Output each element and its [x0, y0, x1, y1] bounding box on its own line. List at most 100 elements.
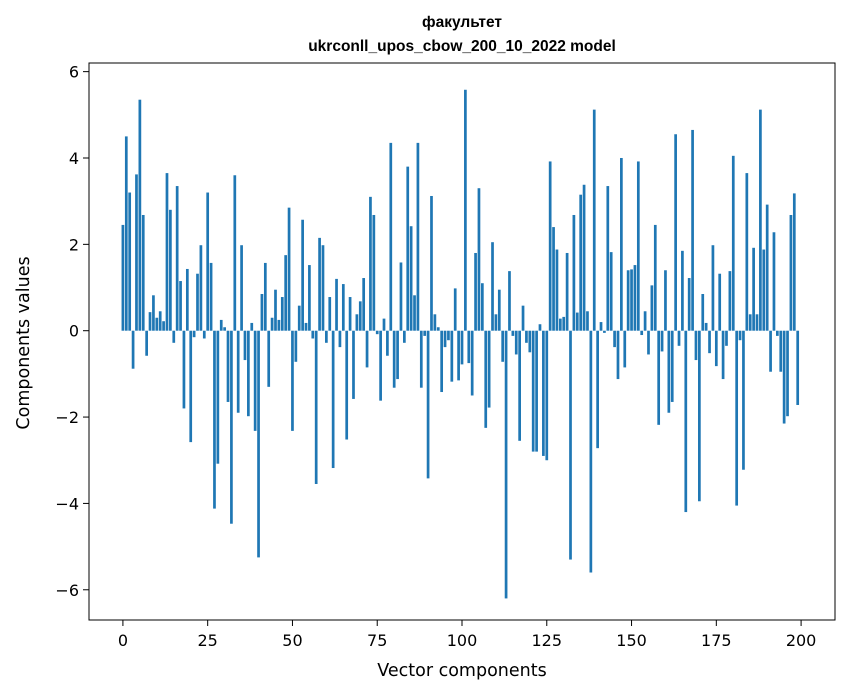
bar: [416, 142, 420, 331]
bar: [603, 330, 606, 333]
bar: [369, 196, 372, 331]
x-axis-label: Vector components: [377, 661, 546, 681]
bar: [759, 109, 762, 331]
bar: [396, 330, 399, 380]
bar: [430, 195, 433, 331]
bar: [348, 297, 352, 331]
bar: [433, 314, 437, 331]
bar: [525, 330, 528, 343]
bar: [694, 330, 698, 361]
bar: [270, 317, 274, 331]
x-tick-label: 125: [531, 631, 562, 650]
bar: [630, 269, 633, 331]
bar: [436, 327, 440, 331]
bar: [545, 330, 549, 461]
bar: [331, 330, 335, 469]
bar: [714, 330, 718, 367]
bar: [711, 245, 715, 331]
bar: [199, 245, 203, 331]
bar: [152, 295, 155, 331]
bar: [128, 192, 132, 331]
bar: [321, 245, 325, 331]
y-tick-label: −4: [55, 494, 79, 513]
y-tick-label: −2: [55, 408, 79, 427]
bar: [755, 314, 759, 331]
bar: [742, 330, 745, 470]
bar: [501, 330, 505, 362]
bar: [776, 330, 779, 336]
bar: [657, 330, 661, 425]
bar: [548, 161, 552, 331]
bar: [121, 224, 125, 331]
bar: [169, 209, 172, 331]
bar: [345, 330, 349, 440]
bar: [494, 314, 498, 331]
bar: [698, 330, 701, 502]
bar: [606, 186, 610, 331]
bar: [691, 129, 694, 331]
bar: [782, 330, 786, 424]
bar: [450, 330, 454, 382]
bar: [260, 294, 264, 331]
chart-title-line-1: факультет: [422, 14, 502, 31]
bar: [423, 330, 427, 336]
bar: [196, 273, 199, 331]
bar: [518, 330, 521, 441]
bar: [236, 330, 240, 413]
y-tick-label: 6: [69, 63, 79, 82]
bar: [681, 250, 684, 331]
bar: [470, 330, 474, 396]
bar: [403, 330, 406, 343]
bar: [528, 330, 532, 353]
bar: [338, 330, 342, 348]
bar: [738, 330, 742, 341]
y-tick-label: −6: [55, 581, 79, 600]
bar: [531, 330, 535, 452]
bar: [192, 330, 196, 338]
bar: [233, 175, 237, 331]
bar: [189, 330, 193, 443]
bar: [687, 278, 691, 331]
bar: [179, 281, 182, 331]
bar: [209, 262, 213, 331]
bar: [779, 330, 783, 372]
bar: [704, 322, 708, 331]
bar: [592, 109, 596, 331]
bar-series: [121, 89, 800, 599]
bar: [135, 174, 138, 331]
y-axis-ticks: −6 −4 −2 0 2 4 6: [55, 63, 89, 600]
bar: [670, 330, 674, 402]
bar: [358, 301, 362, 331]
bar: [562, 316, 566, 331]
bar: [616, 330, 620, 380]
bar: [162, 321, 165, 331]
x-tick-label: 100: [447, 631, 478, 650]
bar: [372, 214, 376, 331]
bar: [786, 330, 789, 417]
y-tick-label: 4: [69, 149, 79, 168]
bar: [308, 265, 311, 331]
bar: [636, 161, 640, 331]
bar: [555, 249, 559, 331]
bar: [172, 330, 176, 343]
bar: [569, 330, 572, 560]
bar: [748, 314, 752, 331]
bar: [508, 271, 511, 331]
bar: [277, 319, 281, 331]
bar: [613, 330, 616, 348]
bar: [542, 330, 545, 456]
bar: [392, 330, 396, 388]
bar: [464, 89, 467, 331]
y-tick-label: 0: [69, 322, 79, 341]
plot-frame: [88, 62, 836, 621]
bar: [623, 330, 627, 368]
bar: [386, 330, 389, 356]
bar: [182, 330, 186, 409]
bar: [514, 330, 518, 355]
bar: [253, 330, 257, 431]
bar: [379, 330, 382, 401]
bar: [480, 283, 484, 331]
bar: [674, 134, 677, 331]
bar: [213, 330, 216, 509]
